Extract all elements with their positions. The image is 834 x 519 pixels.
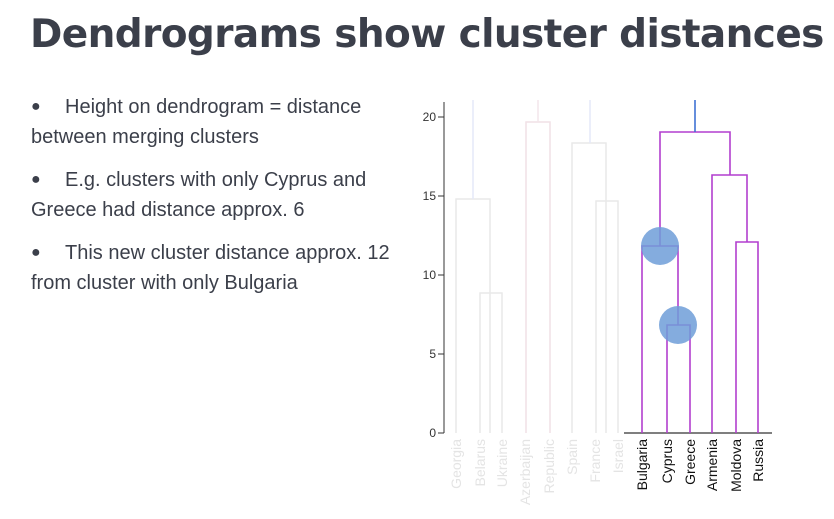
dendrogram-figure: 20 15 10 5 0 Georgia Belarus Ukraine Aze…	[423, 100, 772, 505]
merge-root	[659, 131, 731, 246]
faded-branch	[455, 198, 491, 433]
leaf-label: Moldova	[728, 439, 744, 492]
faded-branch	[479, 292, 503, 433]
y-tick-label: 0	[429, 426, 436, 440]
leaf-label: Cyprus	[659, 439, 675, 483]
leaf-label: Ukraine	[494, 439, 510, 487]
faded-leaf-labels: Georgia Belarus Ukraine Azerbaijan Repub…	[448, 439, 626, 505]
bullet-dot: ●	[31, 98, 41, 115]
leaf-label: Spain	[564, 439, 580, 475]
leaf-label: Israel	[610, 439, 626, 473]
bullet-item: ● This new cluster distance approx. 12 fr…	[31, 238, 396, 298]
highlight-leaf-labels: Bulgaria Cyprus Greece Armenia Moldova R…	[634, 439, 766, 492]
bullet-text: E.g. clusters with only Cyprus and Greec…	[31, 169, 367, 221]
leaf-label: Georgia	[448, 439, 464, 489]
merge-armenia-cluster	[711, 174, 748, 433]
merge-moldova-russia	[735, 241, 759, 433]
y-tick-label: 5	[429, 347, 436, 361]
faded-branch	[595, 200, 619, 433]
y-tick-label: 10	[423, 268, 437, 282]
y-tick-label: 15	[423, 189, 437, 203]
leaf-label: France	[587, 439, 603, 483]
leaf-label: Bulgaria	[634, 439, 650, 491]
leaf-label: Republic	[541, 439, 557, 493]
bullet-item: ● E.g. clusters with only Cyprus and Gree…	[31, 165, 396, 225]
faded-branches	[455, 100, 619, 433]
leaf-label: Belarus	[472, 439, 488, 486]
leaf-label: Greece	[682, 439, 698, 485]
slide-title: Dendrograms show cluster distances	[30, 12, 824, 57]
bullet-text: This new cluster distance approx. 12 fro…	[31, 242, 390, 294]
merge-height-marker	[641, 227, 679, 265]
leaf-label: Armenia	[704, 439, 720, 491]
leaf-label: Russia	[750, 439, 766, 482]
highlight-branches	[641, 131, 759, 433]
y-axis: 20 15 10 5 0	[423, 102, 445, 440]
faded-branch	[571, 142, 607, 433]
bullet-dot: ●	[31, 171, 41, 188]
faded-branch	[525, 121, 551, 433]
merge-height-marker	[659, 306, 697, 344]
y-tick-label: 20	[423, 110, 437, 124]
bullet-list: ● Height on dendrogram = distance between…	[31, 92, 396, 311]
bullet-text: Height on dendrogram = distance between …	[31, 96, 362, 148]
bullet-item: ● Height on dendrogram = distance between…	[31, 92, 396, 152]
bullet-dot: ●	[31, 244, 41, 261]
leaf-label: Azerbaijan	[517, 439, 533, 505]
